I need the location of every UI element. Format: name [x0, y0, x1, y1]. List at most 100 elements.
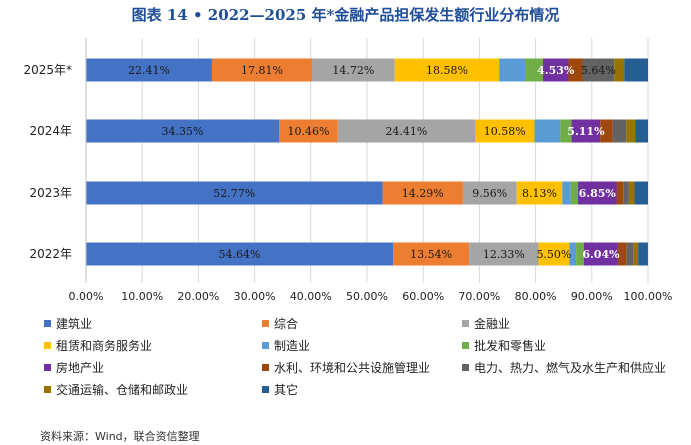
data-label: 5.50%: [536, 248, 571, 261]
data-label: 34.35%: [162, 125, 204, 138]
data-label: 5.64%: [581, 64, 616, 77]
bar-segment: [578, 181, 617, 205]
legend-item: 交通运输、仓储和邮政业: [44, 381, 188, 398]
data-label: 18.58%: [426, 64, 468, 77]
bar-segment: [86, 242, 394, 266]
source-note: 资料来源：Wind，联合资信整理: [40, 430, 200, 443]
legend-swatch: [462, 364, 469, 371]
legend-label: 其它: [274, 383, 299, 397]
bar-segment: [614, 58, 625, 82]
x-tick-label: 40.00%: [290, 290, 332, 303]
bar-segment: [612, 119, 627, 143]
legend-swatch: [262, 386, 269, 393]
data-label: 22.41%: [128, 64, 170, 77]
bar-segment: [86, 181, 383, 205]
data-label: 14.72%: [332, 64, 374, 77]
bar-segment: [211, 58, 313, 82]
legend-label: 制造业: [274, 339, 311, 353]
x-tick-label: 80.00%: [515, 290, 557, 303]
data-label: 10.46%: [287, 125, 329, 138]
legend-item: 房地产业: [44, 359, 104, 376]
legend-swatch: [262, 342, 269, 349]
data-label: 5.11%: [567, 125, 605, 138]
bar-segment: [626, 242, 634, 266]
data-label: 6.85%: [579, 187, 617, 200]
bar-segment: [534, 119, 561, 143]
legend-label: 综合: [274, 317, 299, 331]
bar-segment: [560, 119, 572, 143]
bar-segment: [86, 119, 280, 143]
bar-segment: [543, 58, 569, 82]
bar-segment: [638, 242, 648, 266]
bar-segment: [628, 181, 635, 205]
bars-layer: [86, 58, 648, 266]
legend-label: 水利、环境和公共设施管理业: [274, 361, 431, 375]
x-tick-label: 50.00%: [346, 290, 388, 303]
bar-segment: [499, 58, 526, 82]
data-label: 9.56%: [472, 187, 507, 200]
legend-swatch: [262, 364, 269, 371]
legend-item: 电力、热力、燃气及水生产和供应业: [462, 359, 666, 376]
legend-label: 电力、热力、燃气及水生产和供应业: [474, 361, 667, 375]
x-tick-label: 20.00%: [177, 290, 219, 303]
bar-segment: [337, 119, 476, 143]
bar-segment: [569, 242, 577, 266]
bar-segment: [312, 58, 395, 82]
bar-segment: [623, 181, 629, 205]
bar-segment: [624, 58, 648, 82]
data-label: 52.77%: [213, 187, 255, 200]
legend-swatch: [44, 386, 51, 393]
bar-segment: [475, 119, 535, 143]
legend-label: 金融业: [474, 317, 511, 331]
legend-item: 金融业: [462, 315, 510, 332]
legend-label: 批发和零售业: [474, 339, 547, 353]
bar-segment: [279, 119, 338, 143]
category-label: 2022年: [29, 247, 72, 261]
data-label: 24.41%: [385, 125, 427, 138]
axis-layer: 0.00% 10.00% 20.00% 30.00% 40.00% 50.00% 60.00…: [23, 38, 672, 303]
bar-segment: [616, 181, 624, 205]
legend-label: 房地产业: [56, 361, 105, 375]
bar-segment: [393, 242, 470, 266]
bar-segment: [626, 119, 636, 143]
x-tick-label: 0.00%: [69, 290, 104, 303]
bar-segment: [86, 58, 212, 82]
bar-segment: [462, 181, 517, 205]
legend-item: 综合: [262, 315, 298, 332]
legend-swatch: [44, 320, 51, 327]
data-labels-layer: 22.41% 17.81% 14.72% 18.58% 4.53% 5.64% 34.35%…: [128, 64, 620, 261]
data-label: 13.54%: [410, 248, 452, 261]
bar-segment: [571, 119, 601, 143]
bar-segment: [635, 119, 648, 143]
legend-swatch: [462, 342, 469, 349]
bar-segment: [582, 58, 615, 82]
legend-item: 水利、环境和公共设施管理业: [262, 359, 430, 376]
bar-segment: [394, 58, 500, 82]
category-label: 2023年: [29, 186, 72, 200]
data-label: 54.64%: [219, 248, 261, 261]
data-label: 12.33%: [483, 248, 525, 261]
bar-segment: [568, 58, 583, 82]
legend-swatch: [462, 320, 469, 327]
bar-segment: [562, 181, 571, 205]
bar-segment: [576, 242, 584, 266]
bar-segment: [633, 242, 639, 266]
x-tick-label: 70.00%: [458, 290, 500, 303]
bar-segment: [469, 242, 539, 266]
data-label: 10.58%: [484, 125, 526, 138]
bar-segment: [583, 242, 618, 266]
bar-segment: [634, 181, 648, 205]
bar-segment: [525, 58, 544, 82]
data-label: 17.81%: [241, 64, 283, 77]
data-label: 6.04%: [582, 248, 620, 261]
x-tick-label: 90.00%: [571, 290, 613, 303]
bar-segment: [382, 181, 463, 205]
legend-item: 制造业: [262, 337, 310, 354]
legend-item: 建筑业: [44, 315, 92, 332]
data-label: 8.13%: [522, 187, 557, 200]
legend-swatch: [44, 342, 51, 349]
legend-item: 批发和零售业: [462, 337, 546, 354]
x-tick-label: 30.00%: [234, 290, 276, 303]
data-label: 14.29%: [402, 187, 444, 200]
